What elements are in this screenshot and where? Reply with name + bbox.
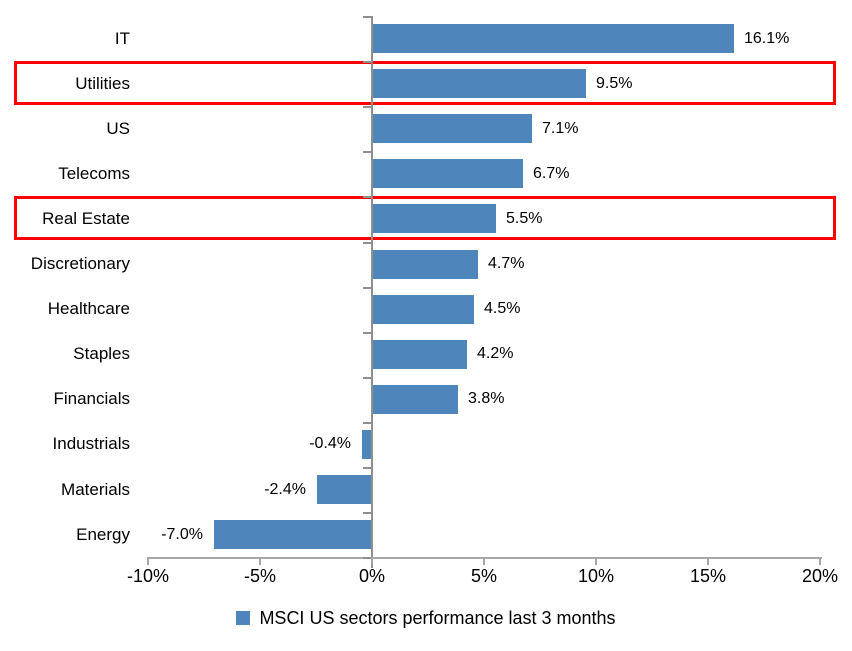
y-axis-tick <box>363 287 372 289</box>
y-axis-tick <box>363 196 372 198</box>
y-axis-tick <box>363 332 372 334</box>
category-label: Real Estate <box>42 209 130 228</box>
bar <box>373 340 467 369</box>
value-label: 5.5% <box>506 210 543 227</box>
bar <box>373 295 474 324</box>
value-label: -2.4% <box>264 481 306 498</box>
bar <box>373 69 586 98</box>
category-label: Industrials <box>52 434 130 453</box>
category-label: US <box>106 119 130 138</box>
y-axis-tick <box>363 151 372 153</box>
x-axis-tick <box>483 557 485 565</box>
category-label: Materials <box>61 480 130 499</box>
category-label: Financials <box>53 389 130 408</box>
x-axis-tick <box>259 557 261 565</box>
y-axis-tick <box>363 61 372 63</box>
category-label: IT <box>114 29 130 48</box>
y-axis-tick <box>363 16 372 18</box>
value-label: 4.5% <box>484 300 521 317</box>
category-label: Healthcare <box>47 299 130 318</box>
legend-swatch-icon <box>236 611 251 625</box>
legend-label: MSCI US sectors performance last 3 month… <box>259 608 616 628</box>
y-axis-tick <box>363 557 372 559</box>
y-axis-tick <box>363 377 372 379</box>
category-label: Discretionary <box>30 254 130 273</box>
value-label: 9.5% <box>596 75 633 92</box>
bar <box>373 114 532 143</box>
x-axis-tick <box>147 557 149 565</box>
category-label: Staples <box>73 344 130 363</box>
y-axis-line <box>371 16 373 568</box>
y-axis-tick <box>363 467 372 469</box>
y-axis-tick <box>363 106 372 108</box>
highlight-box <box>14 196 836 240</box>
x-axis-tick-label: 10% <box>577 566 615 586</box>
value-label: 3.8% <box>468 390 505 407</box>
bar <box>362 430 371 459</box>
x-axis-tick-label: 20% <box>801 566 839 586</box>
x-axis-tick <box>371 557 373 565</box>
value-label: -0.4% <box>309 435 351 452</box>
bar <box>373 250 478 279</box>
x-axis-line <box>148 557 822 559</box>
x-axis-tick <box>819 557 821 565</box>
x-axis-tick-label: 0% <box>358 566 385 586</box>
category-label: Telecoms <box>58 164 130 183</box>
y-axis-tick <box>363 512 372 514</box>
legend: MSCI US sectors performance last 3 month… <box>0 607 852 629</box>
value-label: -7.0% <box>161 526 203 543</box>
value-label: 4.2% <box>477 345 514 362</box>
bar <box>373 159 523 188</box>
x-axis-tick <box>595 557 597 565</box>
bar <box>373 385 458 414</box>
category-label: Utilities <box>75 74 130 93</box>
y-axis-tick <box>363 242 372 244</box>
x-axis-tick-label: -10% <box>126 566 170 586</box>
y-axis-tick <box>363 422 372 424</box>
bar <box>214 520 371 549</box>
category-label: Energy <box>76 525 130 544</box>
x-axis-tick <box>707 557 709 565</box>
bar <box>373 204 496 233</box>
highlight-box <box>14 61 836 105</box>
value-label: 4.7% <box>488 255 525 272</box>
x-axis-tick-label: 15% <box>689 566 727 586</box>
value-label: 7.1% <box>542 120 579 137</box>
x-axis-tick-label: -5% <box>243 566 276 586</box>
x-axis-tick-label: 5% <box>470 566 497 586</box>
value-label: 6.7% <box>533 165 570 182</box>
bar <box>373 24 734 53</box>
value-label: 16.1% <box>744 30 790 47</box>
bar <box>317 475 371 504</box>
